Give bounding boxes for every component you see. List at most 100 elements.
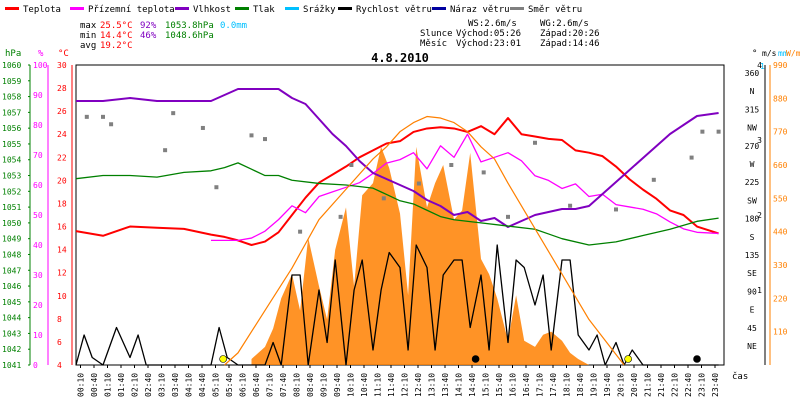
wind-direction-point bbox=[109, 122, 114, 127]
pressure-tick: 1050 bbox=[2, 219, 21, 228]
x-tick-label: 23:40 bbox=[711, 373, 720, 397]
pressure-tick: 1047 bbox=[2, 266, 21, 275]
legend-swatch-1 bbox=[70, 7, 84, 10]
wind-direction-point bbox=[249, 133, 254, 138]
pressure-tick: 1059 bbox=[2, 77, 21, 86]
sun-rise: Východ:05:26 bbox=[456, 29, 521, 39]
chart-title: 4.8.2010 bbox=[371, 51, 429, 65]
pressure-tick: 1041 bbox=[2, 361, 21, 370]
legend-swatch-6 bbox=[432, 7, 446, 10]
x-tick-label: 03:40 bbox=[171, 373, 180, 397]
x-tick-label: 03:10 bbox=[158, 373, 167, 397]
x-tick-label: 11:10 bbox=[374, 373, 383, 397]
wind-direction-point bbox=[381, 196, 386, 201]
wind-direction-point bbox=[716, 129, 721, 134]
x-tick-label: 07:40 bbox=[279, 373, 288, 397]
x-tick-label: 21:40 bbox=[657, 373, 666, 397]
stats-avg-temp: 19.2°C bbox=[100, 41, 133, 51]
x-tick-label: 09:10 bbox=[320, 373, 329, 397]
pressure-tick: 1042 bbox=[2, 345, 21, 354]
x-tick-label: 04:40 bbox=[198, 373, 207, 397]
wind-direction-point bbox=[689, 155, 694, 160]
wind-direction-point bbox=[200, 125, 205, 130]
wind-speed-tick: 3 bbox=[757, 136, 762, 145]
legend-label-1: Přízemní teplota bbox=[88, 5, 175, 15]
solar-axis-label: W/m² bbox=[786, 49, 800, 58]
x-tick-label: 14:10 bbox=[455, 373, 464, 397]
legend-label-6: Náraz větru bbox=[450, 5, 510, 15]
solar-tick: 990 bbox=[773, 61, 788, 70]
x-tick-label: 06:40 bbox=[252, 373, 261, 397]
stats-max-hum: 92% bbox=[140, 21, 157, 31]
x-tick-label: 19:10 bbox=[590, 373, 599, 397]
temperature-axis-label: °C bbox=[58, 49, 69, 59]
axes: hPa%°C°m/smmW/m²106010591058105710561055… bbox=[2, 49, 800, 397]
wind-direction-point bbox=[449, 163, 454, 167]
temperature-tick: 12 bbox=[57, 269, 67, 278]
stats-max-label: max bbox=[80, 21, 97, 31]
legend-swatch-7 bbox=[510, 7, 524, 10]
direction-tick: 270 bbox=[745, 142, 760, 151]
temperature-tick: 14 bbox=[57, 246, 67, 255]
wind-direction-point bbox=[506, 214, 510, 219]
pressure-axis-label: hPa bbox=[5, 49, 21, 59]
humidity-axis-label: % bbox=[38, 49, 44, 59]
wind-ws: WS:2.6m/s bbox=[468, 19, 517, 29]
x-tick-label: 22:40 bbox=[684, 373, 693, 397]
x-tick-label: 08:40 bbox=[306, 373, 315, 397]
pressure-tick: 1060 bbox=[2, 61, 21, 70]
x-tick-label: 02:40 bbox=[144, 373, 153, 397]
humidity-tick: 0 bbox=[33, 361, 38, 370]
legend-label-5: Rychlost větru bbox=[356, 5, 432, 15]
humidity-tick: 100 bbox=[33, 61, 48, 70]
temperature-tick: 26 bbox=[57, 107, 67, 116]
series-line-3 bbox=[75, 162, 719, 246]
stats-min-temp: 14.4°C bbox=[100, 31, 133, 41]
x-tick-label: 20:10 bbox=[617, 373, 626, 397]
solar-tick: 550 bbox=[773, 194, 788, 203]
temperature-tick: 8 bbox=[57, 315, 62, 324]
x-tick-label: 11:40 bbox=[387, 373, 396, 397]
wind-direction-point bbox=[416, 181, 421, 186]
x-tick-label: 16:40 bbox=[522, 373, 531, 397]
x-tick-label: 19:40 bbox=[603, 373, 612, 397]
x-axis-label: čas bbox=[732, 371, 748, 382]
wind-direction-point bbox=[338, 214, 343, 219]
direction-axis-label: ° bbox=[752, 49, 757, 59]
wind-direction-point bbox=[171, 111, 176, 116]
legend-label-7: Směr větru bbox=[528, 5, 582, 15]
moon-rise: Východ:23:01 bbox=[456, 39, 521, 49]
x-tick-label: 12:40 bbox=[414, 373, 423, 397]
rain-axis-label: mm bbox=[778, 49, 788, 58]
x-tick-label: 14:40 bbox=[468, 373, 477, 397]
temperature-tick: 4 bbox=[57, 361, 62, 370]
legend-label-2: Vlhkost bbox=[193, 5, 231, 15]
legend-label-0: Teplota bbox=[23, 5, 61, 15]
temperature-tick: 28 bbox=[57, 84, 67, 93]
humidity-tick: 20 bbox=[33, 301, 43, 310]
pressure-tick: 1058 bbox=[2, 93, 21, 102]
rain-tick: 1 bbox=[760, 62, 765, 71]
humidity-tick: 70 bbox=[33, 151, 43, 160]
pressure-tick: 1048 bbox=[2, 250, 21, 259]
direction-tick: NW bbox=[747, 124, 757, 133]
x-tick-label: 17:10 bbox=[536, 373, 545, 397]
humidity-tick: 90 bbox=[33, 91, 43, 100]
x-tick-label: 06:10 bbox=[239, 373, 248, 397]
wind-speed-tick: 2 bbox=[757, 211, 762, 220]
wind-direction-point bbox=[263, 137, 267, 142]
plot-area bbox=[75, 88, 721, 366]
sun-moon-info: WS:2.6m/s WG:2.6m/s Slunce Východ:05:26 … bbox=[420, 19, 600, 49]
wind-speed-tick: 1 bbox=[757, 286, 762, 295]
wind-direction-point bbox=[163, 148, 168, 153]
sun-label: Slunce bbox=[420, 29, 453, 39]
pressure-tick: 1053 bbox=[2, 172, 21, 181]
pressure-tick: 1056 bbox=[2, 124, 21, 133]
series-line-2 bbox=[76, 88, 719, 228]
direction-tick: W bbox=[750, 160, 755, 169]
x-tick-label: 00:40 bbox=[90, 373, 99, 397]
x-tick-label: 05:40 bbox=[225, 373, 234, 397]
x-tick-label: 16:10 bbox=[509, 373, 518, 397]
